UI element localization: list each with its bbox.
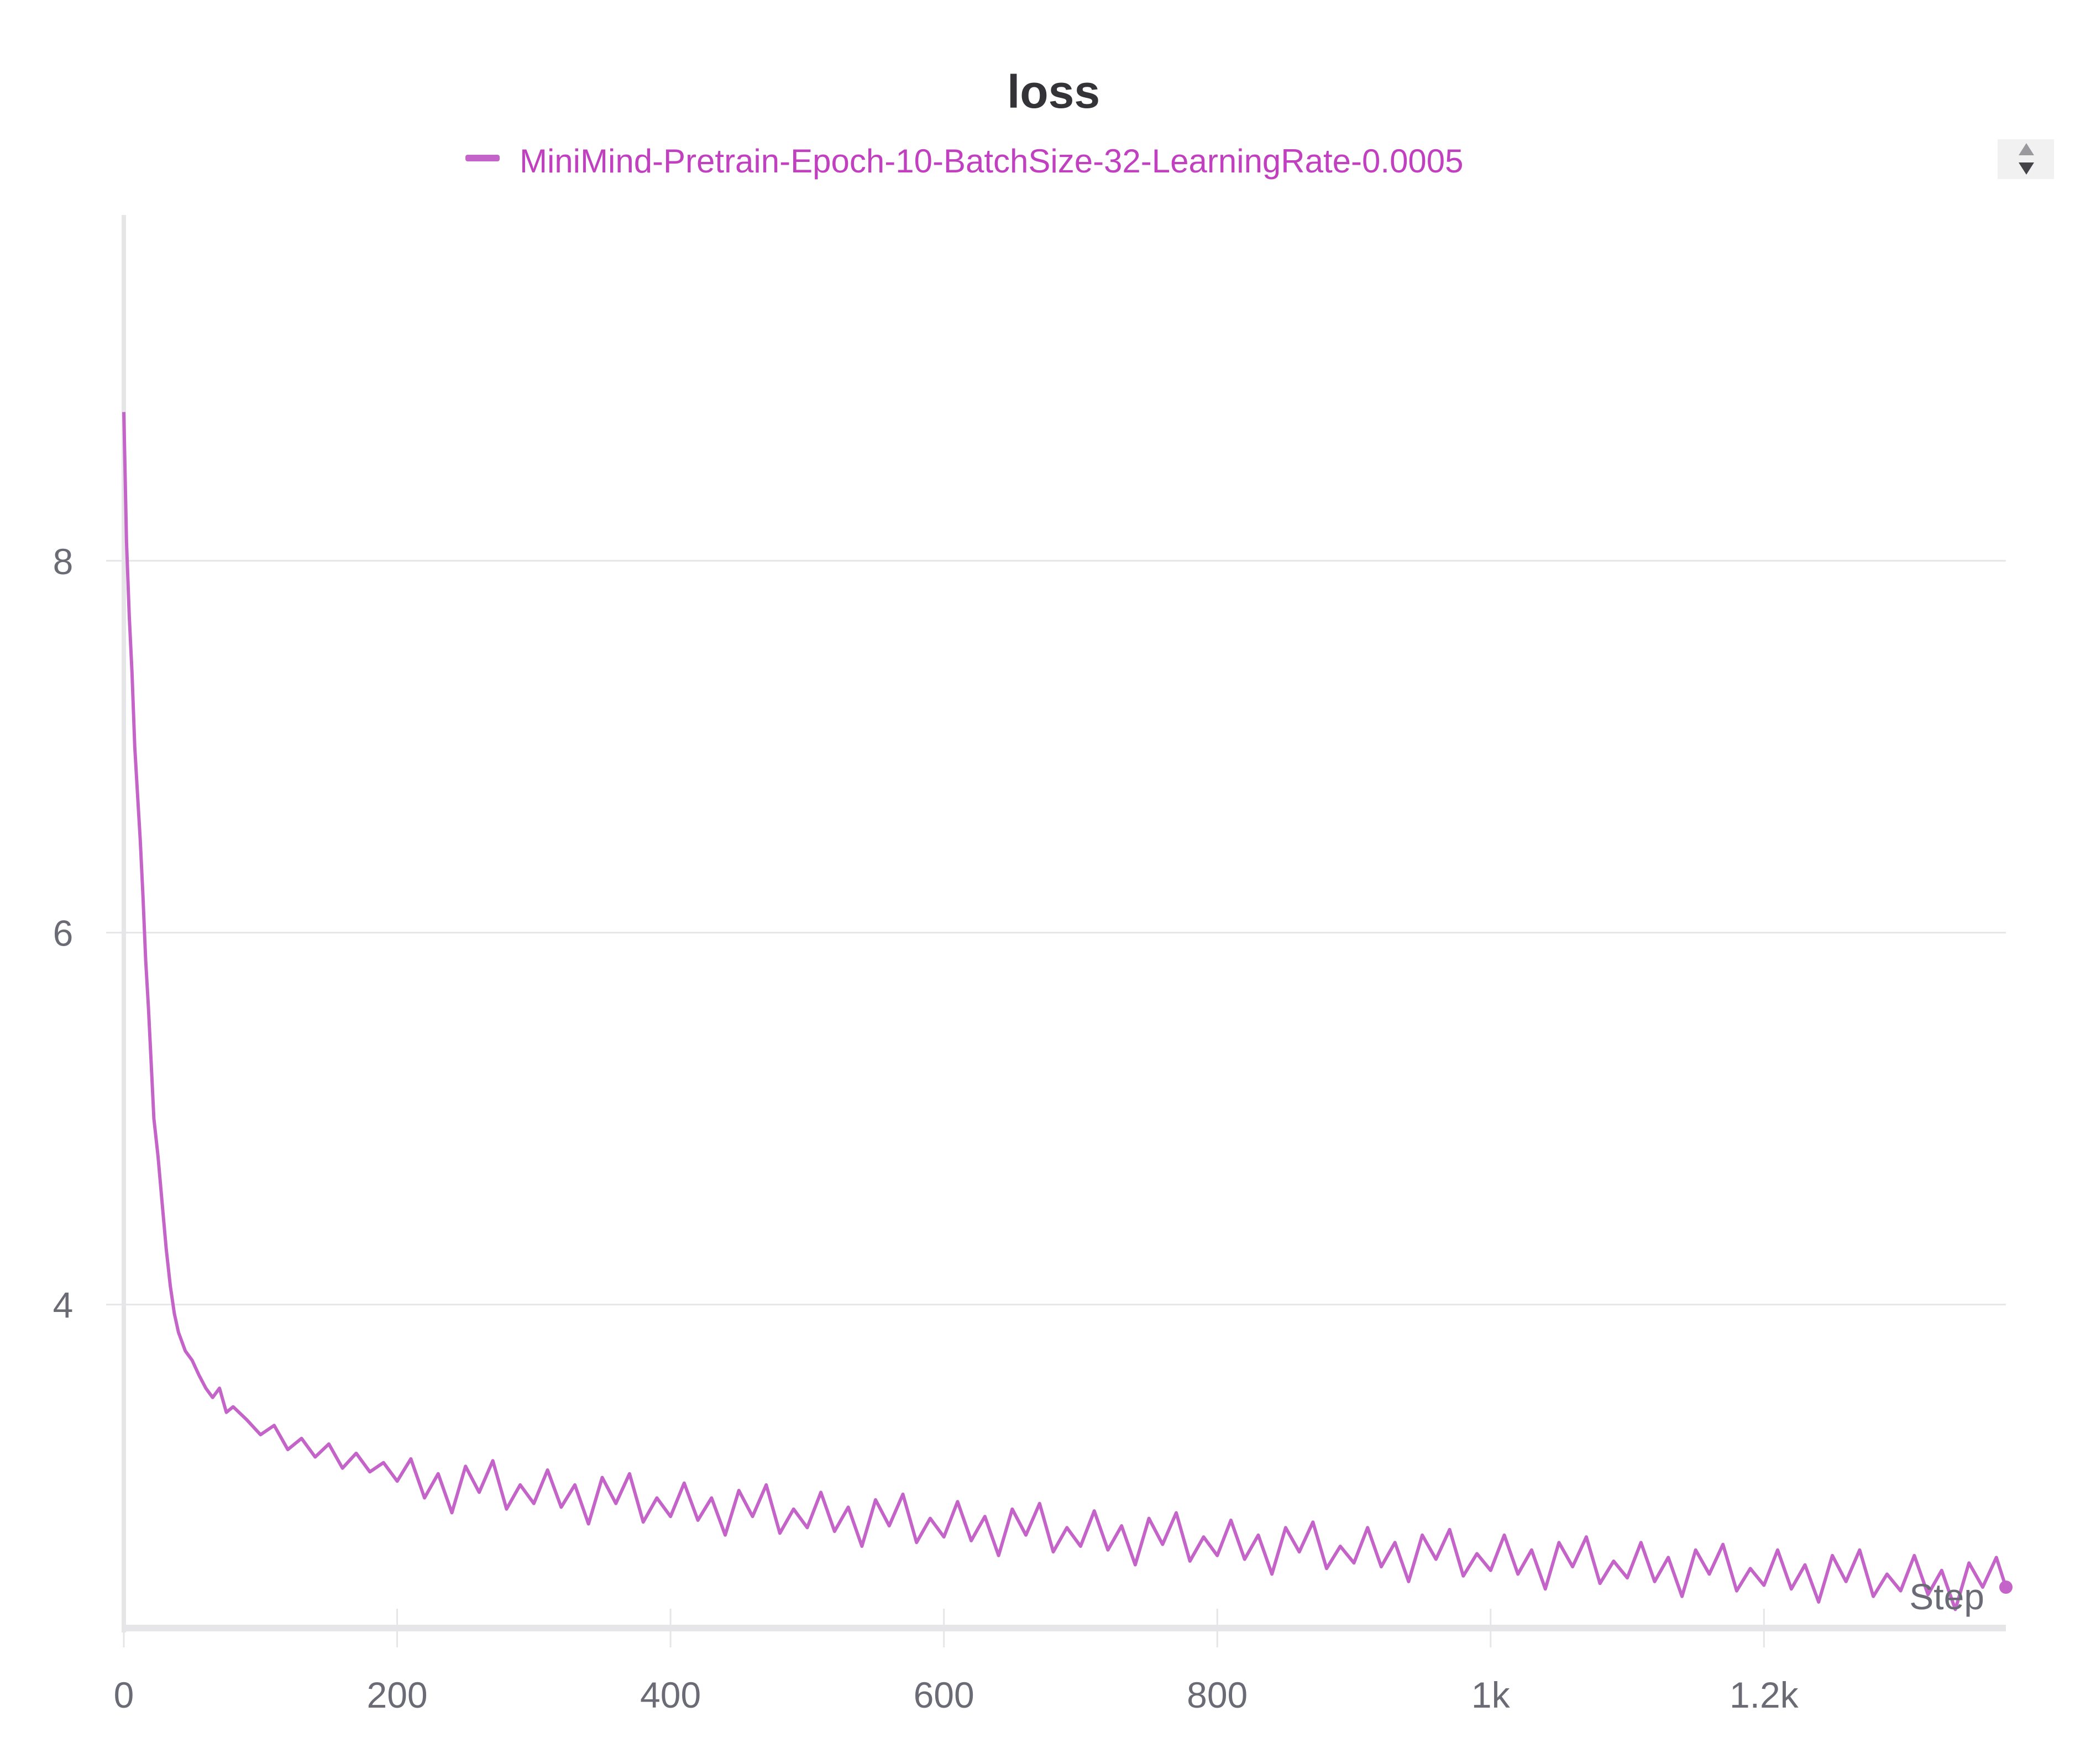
x-tick-label: 600	[914, 1674, 974, 1715]
x-axis-label: Step	[1909, 1576, 1984, 1617]
last-point-marker	[1999, 1580, 2013, 1594]
legend-label[interactable]: MiniMind-Pretrain-Epoch-10-BatchSize-32-…	[520, 143, 1464, 180]
series-layer	[122, 412, 2013, 1611]
y-tick-label: 6	[53, 913, 74, 954]
scroll-down-icon[interactable]	[2019, 162, 2034, 175]
chart-title: loss	[1007, 66, 1100, 118]
scroll-up-icon[interactable]	[2019, 143, 2034, 155]
legend-swatch	[465, 155, 500, 161]
y-tick-label: 4	[53, 1285, 74, 1326]
legend-scroll-control[interactable]	[1998, 139, 2054, 179]
grid-lines	[124, 560, 2006, 1306]
legend[interactable]: MiniMind-Pretrain-Epoch-10-BatchSize-32-…	[465, 143, 1464, 180]
y-tick-label: 8	[53, 541, 74, 582]
x-tick-label: 400	[640, 1674, 701, 1715]
x-tick-label: 1.2k	[1730, 1674, 1799, 1715]
x-tick-label: 1k	[1471, 1674, 1511, 1715]
loss-series-line	[122, 412, 2008, 1611]
x-tick-label: 200	[366, 1674, 427, 1715]
x-tick-label: 800	[1187, 1674, 1248, 1715]
x-tick-label: 0	[114, 1674, 134, 1715]
axes: 4 6 8 0 200 400 600 800 1k 1.2k	[53, 215, 2006, 1715]
